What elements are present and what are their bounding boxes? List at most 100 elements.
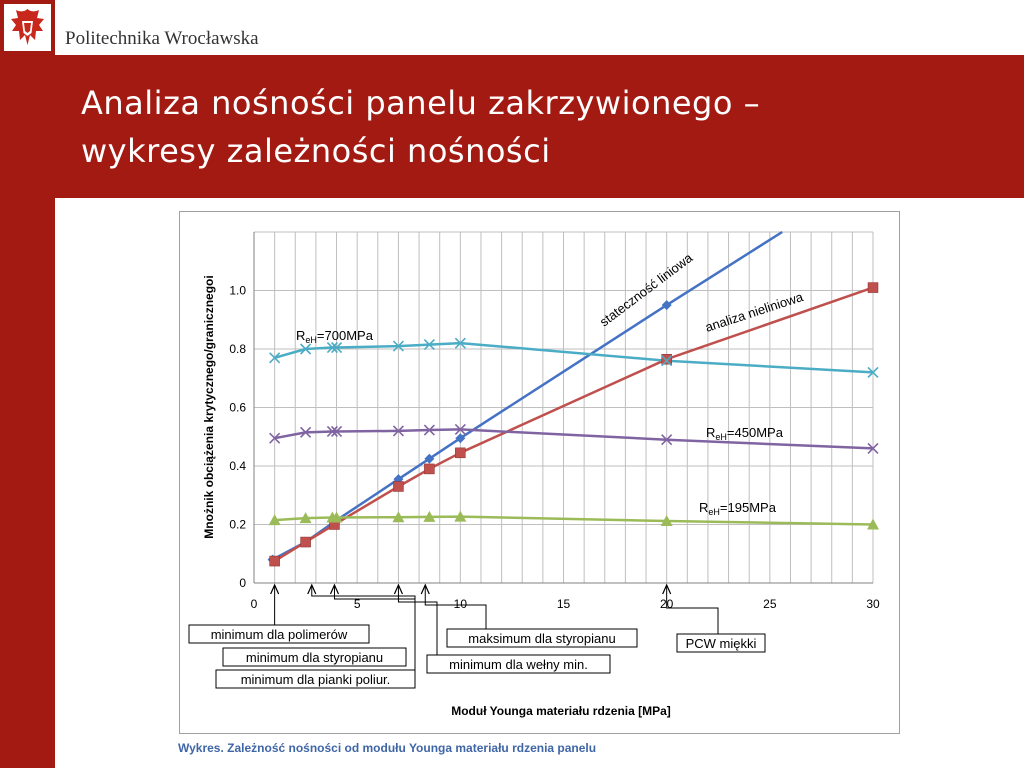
annotation-box [426, 654, 611, 674]
label-r450-rest: =450MPa [727, 425, 784, 440]
series-line [274, 515, 874, 526]
x-tick-label: 30 [866, 597, 880, 611]
y-tick-label: 0.6 [229, 401, 246, 415]
left-sidebar-band [0, 0, 55, 768]
data-point-triangle [299, 512, 312, 524]
annotation-arrow [329, 583, 340, 595]
data-point-square [661, 353, 672, 365]
data-point-x [423, 339, 435, 351]
data-point-x [392, 425, 404, 437]
data-point-square [269, 555, 280, 567]
annotation-arrow [307, 583, 317, 595]
data-point-square [300, 536, 311, 548]
y-axis-label: Mnożnik obciążenia krytycznego/graniczne… [202, 275, 216, 538]
label-r195: ReH=195MPa [699, 500, 777, 517]
annotation-leader [311, 586, 416, 658]
data-point-x [326, 425, 338, 438]
data-point-square [424, 463, 435, 475]
x-tick-label: 15 [557, 597, 571, 611]
slide-title-line2: wykresy zależności nośności [81, 132, 551, 170]
label-r195-sub: eH [708, 507, 720, 517]
data-point-triangle [423, 510, 436, 522]
chart-axes [253, 232, 873, 584]
data-point-x [326, 341, 338, 354]
label-r450: ReH=450MPa [706, 425, 784, 442]
data-point-diamond [455, 433, 466, 444]
data-point-diamond [424, 453, 435, 464]
data-point-triangle [392, 511, 405, 523]
label-r700-rest: =700MPa [317, 328, 374, 343]
logo-background-overlay [4, 4, 51, 51]
data-point-x [867, 442, 879, 455]
y-tick-label: 0 [239, 576, 246, 590]
annotation-arrow [270, 583, 280, 595]
data-point-triangle [867, 518, 879, 530]
data-point-x [269, 352, 281, 364]
data-point-triangle [330, 511, 343, 523]
annotation-leader [333, 586, 416, 680]
annotation-label: minimum dla pianki poliur. [241, 672, 391, 687]
chart-grid [253, 231, 874, 584]
annotation-leader [424, 586, 487, 639]
label-r195-main: R [699, 500, 708, 515]
y-tick-label: 1.0 [229, 284, 246, 298]
data-point-triangle [454, 510, 467, 522]
slide-header: Analiza nośności panelu zakrzywionego – … [55, 55, 1024, 198]
slide-title: Analiza nośności panelu zakrzywionego – … [81, 79, 981, 175]
data-point-x [330, 425, 343, 438]
brand-name: Politechnika Wrocławska [65, 28, 259, 49]
data-point-square [393, 481, 404, 492]
x-axis-label: Moduł Younga materiału rdzenia [MPa] [451, 704, 671, 718]
annotation-label: minimum dla wełny min. [449, 657, 588, 672]
label-r700-sub: eH [305, 335, 317, 345]
data-point-square [867, 282, 879, 293]
logo-box-overlay [0, 0, 55, 55]
annotation-leader [666, 586, 719, 644]
x-tick-label: 10 [454, 597, 468, 611]
label-r700-main: R [296, 328, 305, 343]
data-point-triangle [268, 514, 281, 526]
data-point-x [454, 423, 466, 436]
data-point-x [423, 424, 435, 436]
label-r450-sub: eH [715, 432, 727, 442]
annotation-box [215, 669, 416, 689]
data-point-x [454, 337, 466, 349]
data-point-x [392, 340, 404, 352]
annotation-box [222, 647, 407, 667]
x-tick-label: 25 [763, 597, 777, 611]
data-point-x [661, 355, 673, 367]
annotation-group: minimum dla polimerów minimum dla styropi… [188, 583, 766, 689]
brand-bar: Politechnika Wrocławska [55, 0, 1024, 55]
x-tick-label: 5 [354, 597, 361, 611]
slide-title-line1: Analiza nośności panelu zakrzywionego – [81, 84, 761, 122]
data-point-diamond [661, 300, 672, 311]
annotation-box [188, 624, 370, 644]
data-point-x [269, 432, 281, 444]
figure-caption: Wykres. Zależność nośności od modułu You… [178, 741, 597, 755]
chart-series [272, 230, 874, 563]
annotation-arrow [420, 583, 430, 595]
label-r195-rest: =195MPa [720, 500, 777, 515]
data-point-triangle [660, 514, 673, 526]
x-tick-label: 0 [251, 597, 258, 611]
series-line [274, 428, 874, 450]
annotation-label: maksimum dla styropianu [468, 631, 615, 646]
y-tick-label: 0.8 [229, 342, 246, 356]
data-point-x [300, 426, 312, 438]
annotation-box [446, 628, 638, 648]
y-tick-label: 0.4 [229, 459, 246, 473]
eagle-icon [11, 9, 44, 45]
annotation-label: minimum dla polimerów [211, 627, 348, 642]
annotation-leader [397, 586, 438, 665]
annotation-label: PCW miękki [686, 636, 757, 651]
series-line [274, 341, 874, 374]
label-r700: ReH=700MPa [296, 328, 374, 345]
chart-markers [267, 282, 879, 567]
annotation-arrow [662, 583, 672, 595]
data-point-x [300, 343, 312, 355]
y-tick-label: 0.2 [229, 518, 246, 532]
annotation-arrow [393, 583, 403, 595]
annotation-box [676, 633, 766, 653]
